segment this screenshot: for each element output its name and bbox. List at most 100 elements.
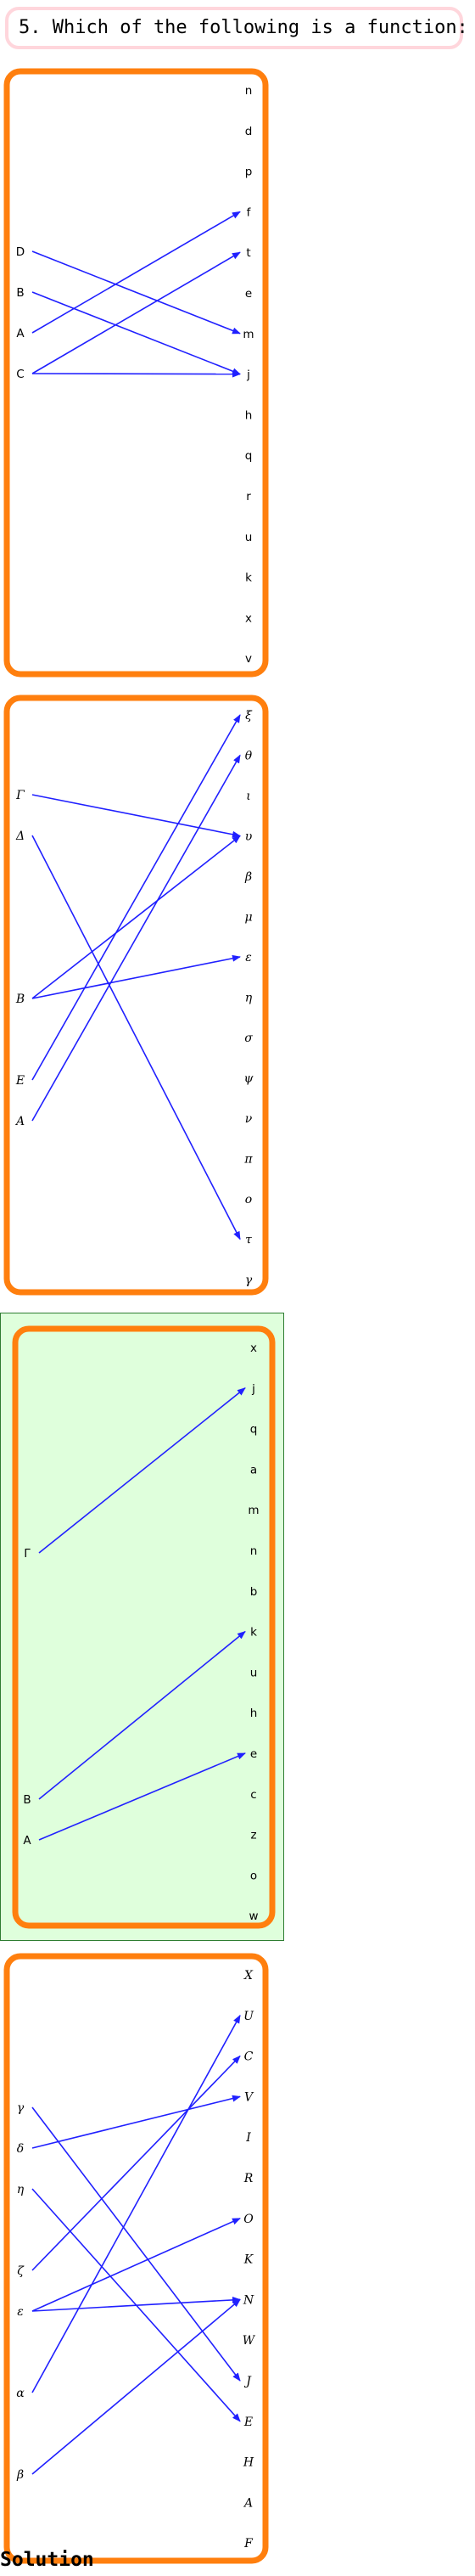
codomain-label: j [246,368,250,382]
codomain-label: π [243,1153,253,1167]
domain-label: A [16,327,25,340]
codomain-label: ε [245,951,252,965]
domain-label: A [23,1834,31,1848]
mapping-arrow [38,1630,246,1800]
mapping-arrow [31,2095,241,2149]
codomain-label: ν [245,1112,253,1126]
codomain-label: d [245,125,253,138]
mapping-arrow [31,2014,241,2393]
mapping-arrow [31,794,241,838]
mapping-diagram-2: ξ θ ι υ β μ ε η σ ψ ν π ο τ γ Γ Δ B E A [3,695,269,1296]
codomain-label: η [245,992,253,1005]
domain-label: Γ [15,789,25,802]
codomain-label: n [245,84,253,98]
domain-label: D [16,245,25,259]
domain-label: C [16,368,24,381]
solution-heading: Solution [0,2549,94,2571]
mapping-arrow [38,1752,246,1841]
mapping-arrow [31,954,241,999]
domain-label: γ [17,2101,25,2115]
codomain-label: ξ [245,709,253,723]
codomain-label: N [243,2293,254,2307]
codomain-label: u [250,1666,258,1679]
codomain-label: e [250,1747,257,1761]
codomain-label: R [243,2172,254,2185]
codomain-label: h [245,408,253,422]
codomain-label: w [249,1910,258,1923]
codomain-label: θ [245,750,253,763]
question-prompt: 5. Which of the following is a function: [5,7,468,49]
codomain-label: K [243,2253,254,2267]
domain-label: ζ [17,2264,25,2278]
mapping-arrow [31,835,241,999]
codomain-label: β [244,870,252,884]
codomain-label: x [245,611,252,625]
mapping-arrow [31,2218,241,2312]
mapping-arrow [31,2055,241,2271]
mapping-diagram-1: n d p f t e m j h q r u k x v D B A C [3,68,269,678]
codomain-label: x [250,1341,257,1355]
codomain-label: C [244,2050,254,2064]
diagram-frame [3,68,269,678]
codomain-label: O [243,2213,254,2226]
codomain-label: k [245,571,252,585]
codomain-label: q [245,449,253,463]
mapping-diagram-4: X U C V I R O K N W J E H A Fγ δ η ζ ε α β [3,1953,269,2564]
codomain-label: F [243,2537,254,2551]
mapping-arrow [31,714,241,1081]
codomain-label: W [243,2334,256,2348]
codomain-label: h [250,1707,258,1720]
codomain-label: U [243,2010,254,2023]
domain-label: E [15,1074,25,1088]
codomain-label: a [250,1463,257,1476]
domain-label: δ [17,2142,24,2156]
domain-label: η [17,2183,25,2196]
mapping-arrow [31,250,241,335]
codomain-label: j [251,1382,255,1396]
codomain-label: q [250,1423,258,1437]
codomain-label: τ [245,1234,252,1247]
codomain-label: p [245,166,253,179]
mapping-arrow [31,211,241,334]
domain-label: B [16,286,24,300]
mapping-arrow [31,251,241,374]
mapping-arrow [31,754,241,1122]
codomain-label: I [245,2131,251,2145]
codomain-label: t [246,246,250,260]
codomain-label: v [245,652,252,666]
diagram-frame [3,1953,269,2564]
codomain-label: b [250,1585,258,1599]
mapping-arrow [38,1387,246,1554]
codomain-label: f [247,205,252,219]
domain-label: Γ [24,1547,31,1561]
domain-label: β [16,2468,24,2482]
codomain-label: m [243,328,254,341]
codomain-label: o [250,1869,257,1882]
mapping-arrow [31,2298,241,2475]
diagram-frame [12,1325,276,1929]
domain-label: ε [17,2305,24,2319]
domain-label: α [16,2387,25,2400]
codomain-label: m [248,1504,259,1517]
codomain-label: υ [245,830,253,844]
codomain-label: σ [244,1032,253,1045]
mapping-arrow [31,2106,241,2382]
diagram-frame [3,695,269,1296]
codomain-label: V [244,2090,254,2104]
codomain-label: r [246,490,251,503]
domain-label: B [15,993,25,1006]
domain-label: A [14,1115,25,1128]
mapping-diagram-3: x j q a m n b k u h e c z o w Γ B A [12,1325,276,1929]
mapping-arrow [31,2296,241,2312]
codomain-label: γ [245,1274,253,1287]
codomain-label: k [250,1626,257,1640]
domain-label: Δ [15,830,25,843]
codomain-label: H [243,2456,254,2470]
codomain-label: e [245,287,252,301]
codomain-label: u [245,531,253,544]
mapping-arrow [31,835,241,1240]
codomain-label: ψ [244,1072,254,1086]
codomain-label: J [243,2375,252,2388]
domain-label: B [23,1793,31,1807]
codomain-label: E [243,2416,253,2429]
